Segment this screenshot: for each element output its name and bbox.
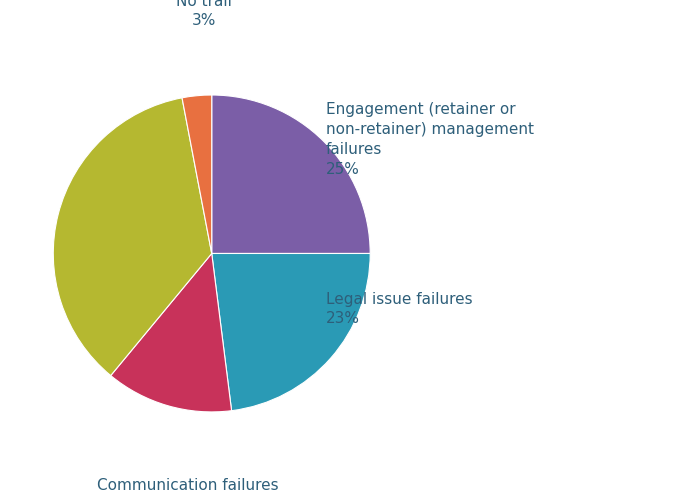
Wedge shape (53, 98, 212, 376)
Wedge shape (111, 253, 232, 412)
Text: Communication failures
13%: Communication failures 13% (97, 479, 279, 497)
Text: Engagement (retainer or
non-retainer) management
failures
25%: Engagement (retainer or non-retainer) ma… (326, 102, 534, 176)
Text: No trail
3%: No trail 3% (176, 0, 232, 28)
Wedge shape (212, 253, 370, 411)
Text: Legal issue failures
23%: Legal issue failures 23% (326, 292, 473, 327)
Wedge shape (212, 95, 370, 253)
Wedge shape (182, 95, 212, 253)
